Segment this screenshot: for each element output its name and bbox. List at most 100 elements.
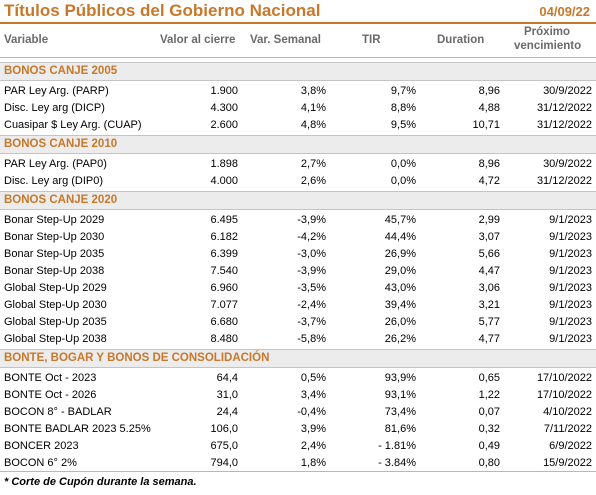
cell-tir: 73,4% xyxy=(384,406,416,418)
cell-duration: 4,72 xyxy=(478,175,500,187)
cell-bond-name: Bonar Step-Up 2035 xyxy=(4,248,105,260)
header-vencimiento-2: vencimiento xyxy=(514,40,582,52)
table-row: Bonar Step-Up 2038 7.540 -3,9% 29,0% 4,47 9/1… xyxy=(0,263,596,280)
cell-proximo-vencimiento: 9/1/2023 xyxy=(549,299,592,311)
cell-duration: 4,88 xyxy=(478,102,500,114)
table-row: Bonar Step-Up 2030 6.182 -4,2% 44,4% 3,07 9/1… xyxy=(0,229,596,246)
cell-proximo-vencimiento: 9/1/2023 xyxy=(549,231,592,243)
cell-tir: 44,4% xyxy=(384,231,416,243)
cell-duration: 0,07 xyxy=(478,406,500,418)
header-variable: Variable xyxy=(4,34,49,46)
cell-tir: 93,9% xyxy=(384,372,416,384)
cell-valor-cierre: 1.898 xyxy=(210,158,238,170)
cell-bond-name: BOCON 8° - BADLAR xyxy=(4,406,112,418)
cell-duration: 1,22 xyxy=(478,389,500,401)
table-row: Global Step-Up 2035 6.680 -3,7% 26,0% 5,77 9/… xyxy=(0,314,596,331)
section-title: BONOS CANJE 2005 xyxy=(4,65,118,77)
cell-proximo-vencimiento: 9/1/2023 xyxy=(549,333,592,345)
cell-bond-name: PAR Ley Arg. (PAP0) xyxy=(4,158,107,170)
cell-var-semanal: 4,1% xyxy=(300,102,326,114)
table-row: Disc. Ley arg (DIP0) 4.000 2,6% 0,0% 4,72 31/… xyxy=(0,173,596,190)
cell-bond-name: PAR Ley Arg. (PARP) xyxy=(4,85,109,97)
cell-valor-cierre: 675,0 xyxy=(210,440,238,452)
cell-proximo-vencimiento: 6/9/2022 xyxy=(549,440,592,452)
cell-var-semanal: -3,5% xyxy=(297,282,326,294)
cell-tir: 0,0% xyxy=(390,175,416,187)
table-row: BONTE BADLAR 2023 5.25% 106,0 3,9% 81,6% 0,3… xyxy=(0,421,596,438)
cell-proximo-vencimiento: 31/12/2022 xyxy=(536,102,592,114)
cell-tir: 26,9% xyxy=(384,248,416,260)
cell-tir: 26,0% xyxy=(384,316,416,328)
cell-proximo-vencimiento: 9/1/2023 xyxy=(549,214,592,226)
cell-tir: 39,4% xyxy=(384,299,416,311)
cell-bond-name: Global Step-Up 2038 xyxy=(4,333,107,345)
report-date: 04/09/22 xyxy=(539,4,590,19)
cell-var-semanal: 2,4% xyxy=(300,440,326,452)
cell-var-semanal: 4,8% xyxy=(300,119,326,131)
cell-proximo-vencimiento: 30/9/2022 xyxy=(543,85,592,97)
cell-var-semanal: 0,5% xyxy=(300,372,326,384)
cell-duration: 0,65 xyxy=(478,372,500,384)
cell-var-semanal: -3,7% xyxy=(297,316,326,328)
cell-proximo-vencimiento: 31/12/2022 xyxy=(536,175,592,187)
table-row: Bonar Step-Up 2029 6.495 -3,9% 45,7% 2,99 9/1… xyxy=(0,212,596,229)
header-duration: Duration xyxy=(437,34,485,46)
cell-bond-name: Global Step-Up 2030 xyxy=(4,299,107,311)
title-bar: Títulos Públicos del Gobierno Nacional 0… xyxy=(0,0,596,24)
table-row: PAR Ley Arg. (PAP0) 1.898 2,7% 0,0% 8,96 30/9… xyxy=(0,156,596,173)
table-row: BONCER 2023 675,0 2,4% - 1.81% 0,49 6/9/2022 xyxy=(0,438,596,455)
cell-proximo-vencimiento: 9/1/2023 xyxy=(549,316,592,328)
cell-var-semanal: -2,4% xyxy=(297,299,326,311)
header-vencimiento-1: Próximo xyxy=(524,26,571,38)
cell-valor-cierre: 6.182 xyxy=(210,231,238,243)
table-row: Bonar Step-Up 2035 6.399 -3,0% 26,9% 5,66 9/1… xyxy=(0,246,596,263)
cell-var-semanal: 1,8% xyxy=(300,457,326,469)
page-title: Títulos Públicos del Gobierno Nacional xyxy=(4,1,321,20)
cell-tir: - 1.81% xyxy=(378,440,416,452)
cell-proximo-vencimiento: 17/10/2022 xyxy=(536,372,592,384)
section-header: BONTE, BOGAR Y BONOS DE CONSOLIDACIÓN xyxy=(0,349,596,368)
cell-tir: 29,0% xyxy=(384,265,416,277)
cell-proximo-vencimiento: 15/9/2022 xyxy=(543,457,592,469)
cell-duration: 4,77 xyxy=(478,333,500,345)
cell-bond-name: BONTE BADLAR 2023 5.25% xyxy=(4,423,151,435)
header-tir: TIR xyxy=(362,34,381,46)
cell-proximo-vencimiento: 31/12/2022 xyxy=(536,119,592,131)
table-row: BONTE Oct - 2026 31,0 3,4% 93,1% 1,22 17/10/2… xyxy=(0,387,596,404)
cell-duration: 3,21 xyxy=(478,299,500,311)
table-row: Global Step-Up 2030 7.077 -2,4% 39,4% 3,21 9/… xyxy=(0,297,596,314)
cell-bond-name: Global Step-Up 2035 xyxy=(4,316,107,328)
cell-bond-name: BONTE Oct - 2023 xyxy=(4,372,97,384)
cell-duration: 0,80 xyxy=(478,457,500,469)
cell-valor-cierre: 24,4 xyxy=(216,406,238,418)
cell-proximo-vencimiento: 9/1/2023 xyxy=(549,265,592,277)
cell-tir: 8,8% xyxy=(390,102,416,114)
cell-tir: 81,6% xyxy=(384,423,416,435)
section-header: BONOS CANJE 2010 xyxy=(0,135,596,154)
table-row: BOCON 6° 2% 794,0 1,8% - 3.84% 0,80 15/9/2022 xyxy=(0,455,596,472)
cell-valor-cierre: 6.399 xyxy=(210,248,238,260)
cell-bond-name: BOCON 6° 2% xyxy=(4,457,77,469)
cell-proximo-vencimiento: 17/10/2022 xyxy=(536,389,592,401)
cell-duration: 5,66 xyxy=(478,248,500,260)
cell-duration: 0,49 xyxy=(478,440,500,452)
cell-tir: - 3.84% xyxy=(378,457,416,469)
cell-var-semanal: -5,8% xyxy=(297,333,326,345)
cell-valor-cierre: 4.300 xyxy=(210,102,238,114)
cell-proximo-vencimiento: 30/9/2022 xyxy=(543,158,592,170)
cell-valor-cierre: 6.960 xyxy=(210,282,238,294)
table-row: BOCON 8° - BADLAR 24,4 -0,4% 73,4% 0,07 4/10/… xyxy=(0,404,596,421)
cell-tir: 0,0% xyxy=(390,158,416,170)
footnote-divider xyxy=(0,471,596,472)
table-row: Global Step-Up 2029 6.960 -3,5% 43,0% 3,06 9/… xyxy=(0,280,596,297)
cell-var-semanal: -3,0% xyxy=(297,248,326,260)
cell-var-semanal: -3,9% xyxy=(297,214,326,226)
cell-valor-cierre: 2.600 xyxy=(210,119,238,131)
cell-proximo-vencimiento: 9/1/2023 xyxy=(549,248,592,260)
cell-duration: 4,47 xyxy=(478,265,500,277)
table-row: BONTE Oct - 2023 64,4 0,5% 93,9% 0,65 17/10/2… xyxy=(0,370,596,387)
cell-var-semanal: -4,2% xyxy=(297,231,326,243)
cell-duration: 2,99 xyxy=(478,214,500,226)
cell-duration: 8,96 xyxy=(478,158,500,170)
